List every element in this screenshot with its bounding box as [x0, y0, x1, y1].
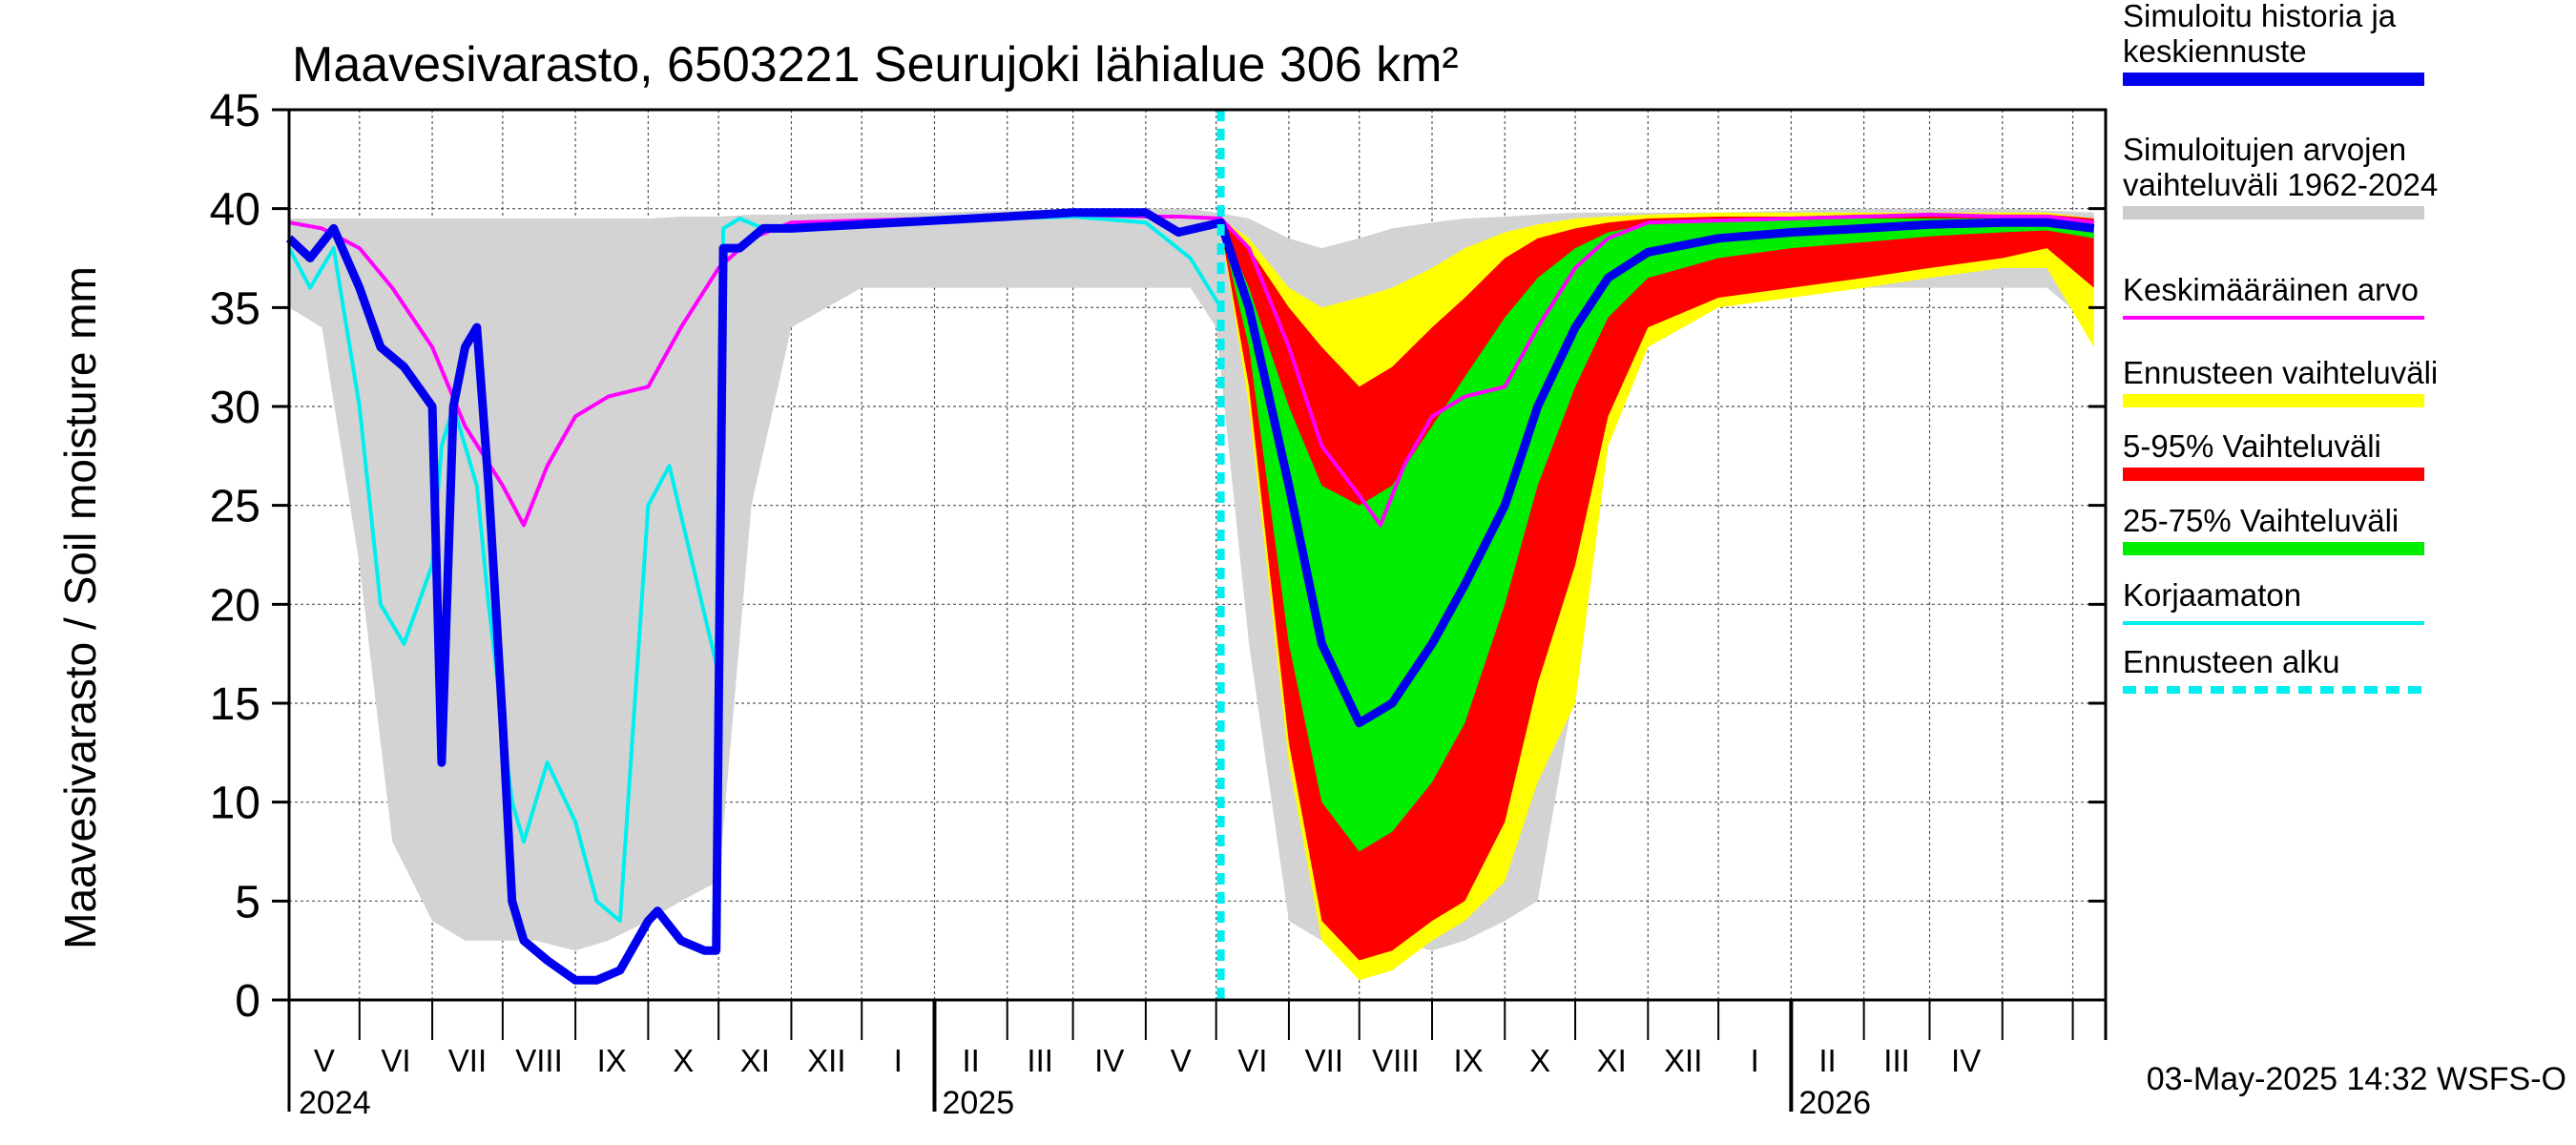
x-month-label: XI [740, 1043, 770, 1078]
line-simulated [285, 208, 2095, 985]
x-month-label: IX [597, 1043, 627, 1078]
legend-label: Ennusteen alku [2123, 644, 2340, 679]
y-tick-label: 20 [210, 580, 260, 631]
plot-area: 0 5 10 15 20 25 30 35 40 45 [210, 86, 2108, 1027]
legend-label: Simuloitu historia ja [2123, 0, 2397, 33]
x-month-label: IV [1951, 1043, 1981, 1078]
x-month-label: II [1818, 1043, 1836, 1078]
range-bands [289, 208, 2094, 981]
x-month-label: X [673, 1043, 694, 1078]
y-tick-label: 35 [210, 283, 260, 334]
y-tick-label: 25 [210, 482, 260, 532]
series-lines [285, 110, 2095, 1000]
x-year-label: 2024 [299, 1085, 371, 1121]
legend-label: Keskimääräinen arvo [2123, 272, 2419, 307]
x-month-label: V [314, 1043, 335, 1078]
legend-label: keskiennuste [2123, 33, 2307, 69]
legend-label: Korjaamaton [2123, 577, 2301, 613]
grid [289, 110, 2106, 1000]
y-axis-label: Maavesivarasto / Soil moisture mm [55, 266, 105, 949]
x-month-label: VIII [1372, 1043, 1420, 1078]
y-tick-label: 10 [210, 779, 260, 829]
band-p5_95 [1220, 214, 2094, 961]
y-tick-label: 0 [235, 976, 260, 1027]
x-year-label: 2025 [942, 1085, 1014, 1121]
x-month-label: X [1529, 1043, 1550, 1078]
band-hist_range [289, 208, 2094, 951]
x-month-label: III [1883, 1043, 1910, 1078]
x-month-label: I [1751, 1043, 1759, 1078]
x-month-label: XII [807, 1043, 845, 1078]
x-month-label: XII [1664, 1043, 1702, 1078]
y-axis-ticks: 0 5 10 15 20 25 30 35 40 45 [210, 86, 2106, 1027]
plot-frame [287, 108, 2108, 1002]
x-year-label: 2026 [1798, 1085, 1871, 1121]
footer-timestamp: 03-May-2025 14:32 WSFS-O [2147, 1061, 2566, 1097]
x-month-label: IV [1094, 1043, 1124, 1078]
x-month-label: I [894, 1043, 903, 1078]
x-month-label: VII [1305, 1043, 1343, 1078]
x-month-label: IX [1454, 1043, 1484, 1078]
y-tick-label: 15 [210, 679, 260, 730]
x-month-label: V [1171, 1043, 1192, 1078]
x-month-label: VI [1237, 1043, 1267, 1078]
y-tick-label: 30 [210, 383, 260, 433]
y-tick-label: 45 [210, 86, 260, 136]
x-month-label: III [1027, 1043, 1053, 1078]
y-tick-label: 40 [210, 185, 260, 236]
legend-label: 5-95% Vaihteluväli [2123, 428, 2381, 464]
x-month-label: II [962, 1043, 979, 1078]
legend-label: vaihteluväli 1962-2024 [2123, 167, 2438, 202]
x-axis: V VI VII VIII IX X XI XII I II III IV V VI VII VIII IX X X… [287, 1000, 2108, 1121]
chart-title: Maavesivarasto, 6503221 Seurujoki lähial… [292, 37, 1459, 93]
legend-label: 25-75% Vaihteluväli [2123, 503, 2399, 538]
x-month-label: VI [381, 1043, 410, 1078]
x-month-label: VIII [515, 1043, 563, 1078]
band-p25_75 [1220, 219, 2094, 852]
legend-label: Ennusteen vaihteluväli [2123, 355, 2438, 390]
line-mean [288, 212, 2094, 528]
legend-label: Simuloitujen arvojen [2123, 132, 2406, 167]
y-tick-label: 5 [235, 877, 260, 927]
x-month-label: XI [1597, 1043, 1627, 1078]
x-month-label: VII [448, 1043, 487, 1078]
